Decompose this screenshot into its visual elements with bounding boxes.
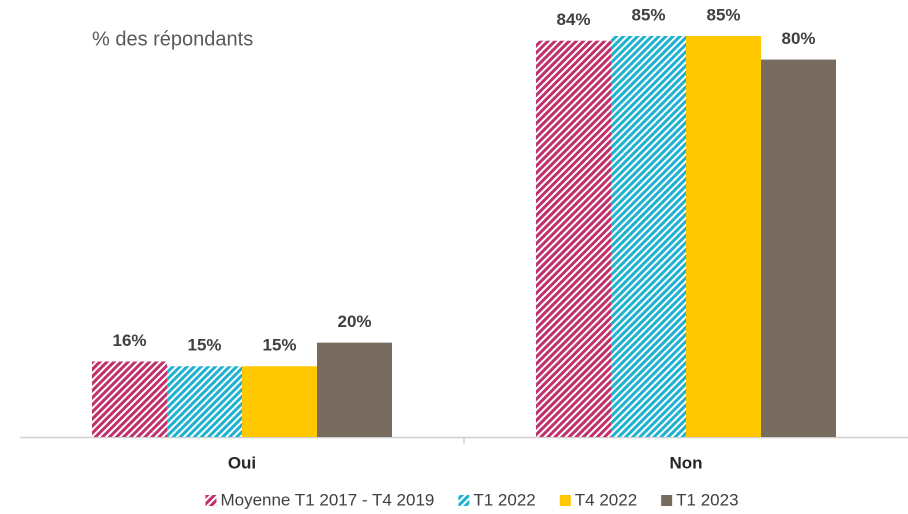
bar [167,366,242,437]
data-label: 20% [337,312,371,331]
bar [686,36,761,437]
data-label: 85% [631,5,665,24]
legend-swatch [661,495,673,506]
legend-swatch [458,495,470,506]
legend-label: T4 2022 [575,490,637,509]
bar [242,366,317,437]
data-label: 84% [556,10,590,29]
legend: Moyenne T1 2017 - T4 2019 T1 2022 T4 2022 T… [205,490,739,509]
data-label: 85% [706,5,740,24]
data-label: 15% [187,336,221,355]
chart-subtitle: % des répondants [92,28,253,50]
x-tick-label: Oui [228,453,256,472]
data-label: 15% [262,336,296,355]
bar [761,59,836,438]
legend-label: Moyenne T1 2017 - T4 2019 [220,490,434,509]
legend-swatch [205,495,217,506]
x-tick-label: Non [669,453,702,472]
bar [92,361,167,437]
bar [611,36,686,437]
bar [536,40,611,437]
data-label: 80% [781,29,815,48]
bar [317,342,392,437]
data-label: 16% [112,331,146,350]
legend-swatch [559,495,571,506]
legend-label: T1 2023 [676,490,738,509]
legend-label: T1 2022 [473,490,535,509]
